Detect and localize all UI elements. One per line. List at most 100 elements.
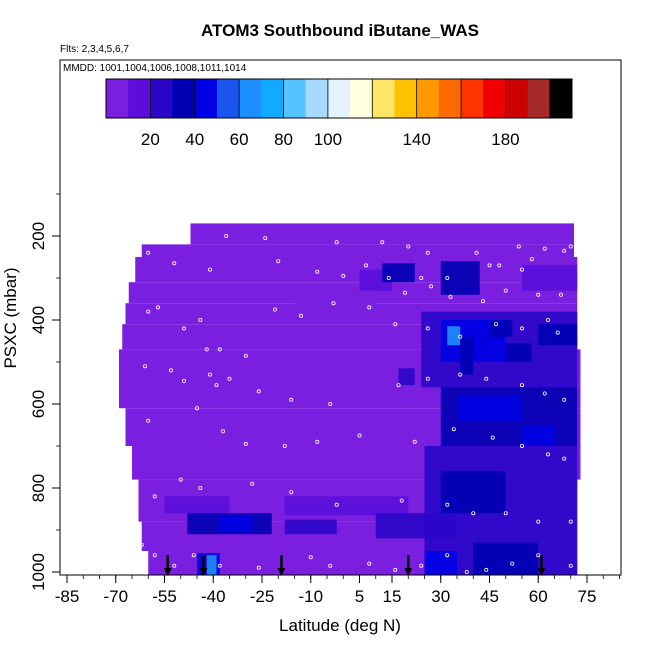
sample-point [181,378,186,383]
sample-point [328,563,333,568]
sample-point [328,401,333,406]
sample-point [243,353,248,358]
sample-point [181,326,186,331]
sample-point [289,397,294,402]
sample-point [172,261,177,266]
sample-point [396,383,401,388]
sample-point [412,439,417,444]
sample-point [484,376,489,381]
heatmap-cell [440,261,480,295]
sample-point [487,263,492,268]
flight-arrow-head [199,568,208,576]
x-tick-label: 60 [529,587,548,606]
sample-point [458,334,463,339]
sample-point [272,307,277,312]
sample-point [555,330,560,335]
heatmap-cell [522,265,578,291]
colorbar-swatch [483,79,506,118]
heatmap-cell [538,324,578,346]
x-axis: -85 -70 -55 -40 -25 -10 5 15 30 45 60 75 [55,575,620,606]
sample-point [399,498,404,503]
sample-point [227,376,232,381]
sample-point [516,244,521,249]
colorbar-swatch [128,79,151,118]
sample-point [451,427,456,432]
heatmap-cell [522,425,555,446]
sample-point [315,439,320,444]
sample-point [139,542,144,547]
x-tick-label: -70 [103,587,128,606]
colorbar-swatch [106,79,129,118]
sample-point [568,244,573,249]
sample-point [168,368,173,373]
colorbar-swatch [438,79,462,118]
colorbar-frame [105,78,573,119]
sample-point [520,267,525,272]
sample-point [562,248,567,253]
sample-point [276,259,281,264]
sample-point [471,511,476,516]
sample-point [207,267,212,272]
colorbar: 20 40 60 80 100 140 180 [105,78,573,149]
sample-point [204,347,209,352]
colorbar-swatch [505,79,529,118]
heatmap-cell [382,263,415,283]
colorbar-tick-label: 140 [402,130,430,149]
sample-point [546,317,551,322]
sample-point [217,563,222,568]
sample-point [419,275,424,280]
sample-points-layer [139,233,573,575]
colorbar-tick-label: 100 [314,130,342,149]
flight-arrow-head [404,568,413,576]
colorbar-tick-label: 40 [185,130,204,149]
heatmap-cell [440,471,506,514]
sample-point [445,502,450,507]
heatmap-cell [505,343,532,362]
x-axis-label: Latitude (deg N) [279,616,401,635]
x-tick-label: -10 [298,587,323,606]
sample-point [380,240,385,245]
sample-point [490,435,495,440]
heatmap-layer [119,223,581,575]
y-tick-label: 1000 [29,553,48,591]
colorbar-swatch [305,79,329,118]
heatmap-cell [398,368,415,386]
heatmap-cell [284,496,409,516]
sample-point [402,290,407,295]
heatmap-cell [424,551,457,575]
heatmap-background-band [190,223,574,245]
colorbar-swatch [194,79,218,118]
heatmap-cell [457,395,522,421]
colorbar-tick-label: 80 [274,130,293,149]
sample-point [503,511,508,516]
sample-point [146,309,151,314]
sample-point [331,301,336,306]
flight-arrow-head [537,568,546,576]
sample-point [214,383,219,388]
sample-point [220,429,225,434]
y-tick-label: 600 [29,390,48,418]
colorbar-swatch [549,79,573,118]
sample-point [155,305,160,310]
sample-point [191,553,196,558]
sample-point [425,376,430,381]
sample-point [542,391,547,396]
sample-point [448,294,453,299]
sample-point [367,305,372,310]
sample-point [568,519,573,524]
heatmap-cell [489,320,513,337]
colorbar-tick-label: 180 [491,130,519,149]
heatmap-cell [219,515,253,533]
x-tick-label: 45 [480,587,499,606]
heatmap-background-band [135,257,578,283]
sample-point [458,372,463,377]
sample-point [243,441,248,446]
sample-point [308,555,313,560]
sample-point [510,561,515,566]
colorbar-swatch [261,79,285,118]
colorbar-swatch [216,79,240,118]
chart-title: ATOM3 Southbound iButane_WAS [201,21,479,40]
y-tick-label: 800 [29,474,48,502]
sample-point [289,490,294,495]
